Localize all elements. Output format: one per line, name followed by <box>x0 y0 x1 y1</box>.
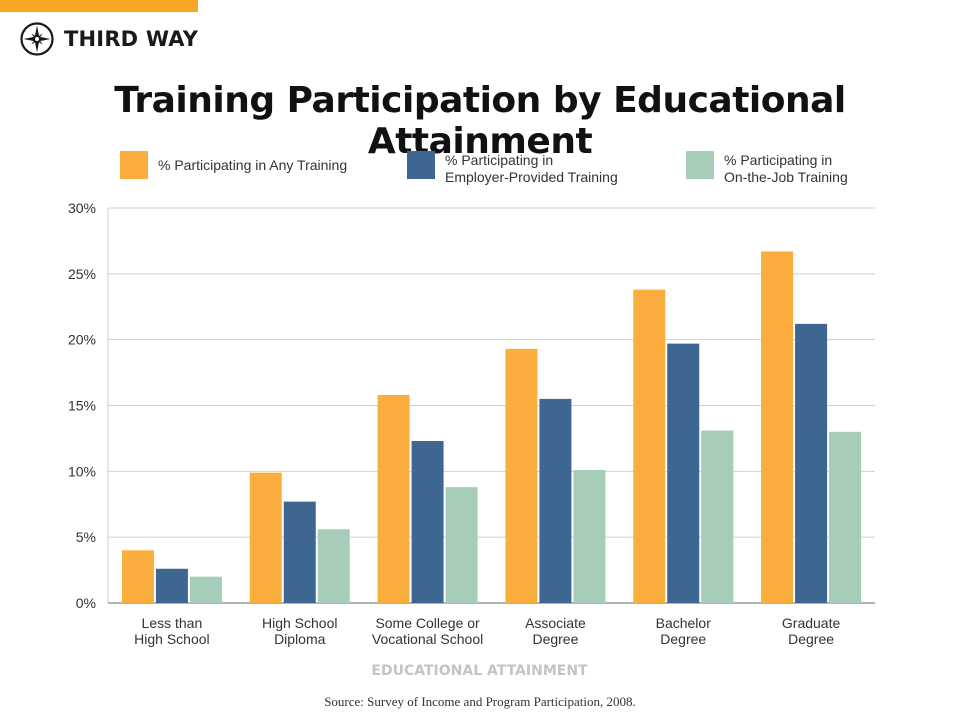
legend-label-any-training: % Participating in Any Training <box>158 157 348 173</box>
bar <box>283 501 316 603</box>
bar <box>445 487 478 603</box>
legend-item-employer-training: % Participating in Employer-Provided Tra… <box>407 151 618 186</box>
legend-label-employer-training: % Participating in Employer-Provided Tra… <box>445 152 618 185</box>
y-tick-label: 0% <box>76 595 96 611</box>
bar <box>667 343 700 603</box>
chart-title: Training Participation by Educational At… <box>114 80 846 162</box>
x-tick-label: Graduate Degree <box>782 615 841 647</box>
compass-logo-icon <box>20 22 54 56</box>
legend-swatch-employer-training <box>407 151 435 179</box>
y-tick-label: 25% <box>68 266 96 282</box>
source-note: Source: Survey of Income and Program Par… <box>324 694 636 709</box>
legend-swatch-any-training <box>120 151 148 179</box>
bar <box>249 472 282 603</box>
brand-accent-bar <box>0 0 198 12</box>
x-tick-label: Less than High School <box>134 615 210 647</box>
legend-item-any-training: % Participating in Any Training <box>120 151 347 179</box>
bar <box>505 348 538 603</box>
x-tick-label: High School Diploma <box>262 615 338 647</box>
x-tick-label: Associate Degree <box>525 615 586 647</box>
y-tick-label: 15% <box>68 398 96 414</box>
brand: THIRD WAY <box>20 22 198 56</box>
bar <box>317 529 350 603</box>
x-axis-title: EDUCATIONAL ATTAINMENT <box>371 663 588 679</box>
bar <box>761 251 794 603</box>
bar <box>121 550 154 603</box>
x-tick-label: Some College or Vocational School <box>372 615 483 647</box>
bar <box>633 289 666 603</box>
legend-label-on-the-job-training: % Participating in On-the-Job Training <box>724 152 848 185</box>
y-tick-label: 30% <box>68 200 96 216</box>
bar <box>411 441 444 603</box>
y-tick-label: 10% <box>68 463 96 479</box>
legend-swatch-on-the-job-training <box>686 151 714 179</box>
bar <box>573 470 606 603</box>
y-tick-label: 20% <box>68 332 96 348</box>
x-tick-label: Bachelor Degree <box>656 615 712 647</box>
bar <box>829 431 862 603</box>
bar <box>377 394 410 603</box>
legend-item-on-the-job-training: % Participating in On-the-Job Training <box>686 151 848 186</box>
bar <box>795 323 828 603</box>
bar <box>701 430 734 603</box>
y-tick-label: 5% <box>76 529 96 545</box>
brand-name: THIRD WAY <box>64 27 199 51</box>
bar <box>189 576 222 603</box>
bar <box>539 398 572 603</box>
bar <box>155 568 188 603</box>
